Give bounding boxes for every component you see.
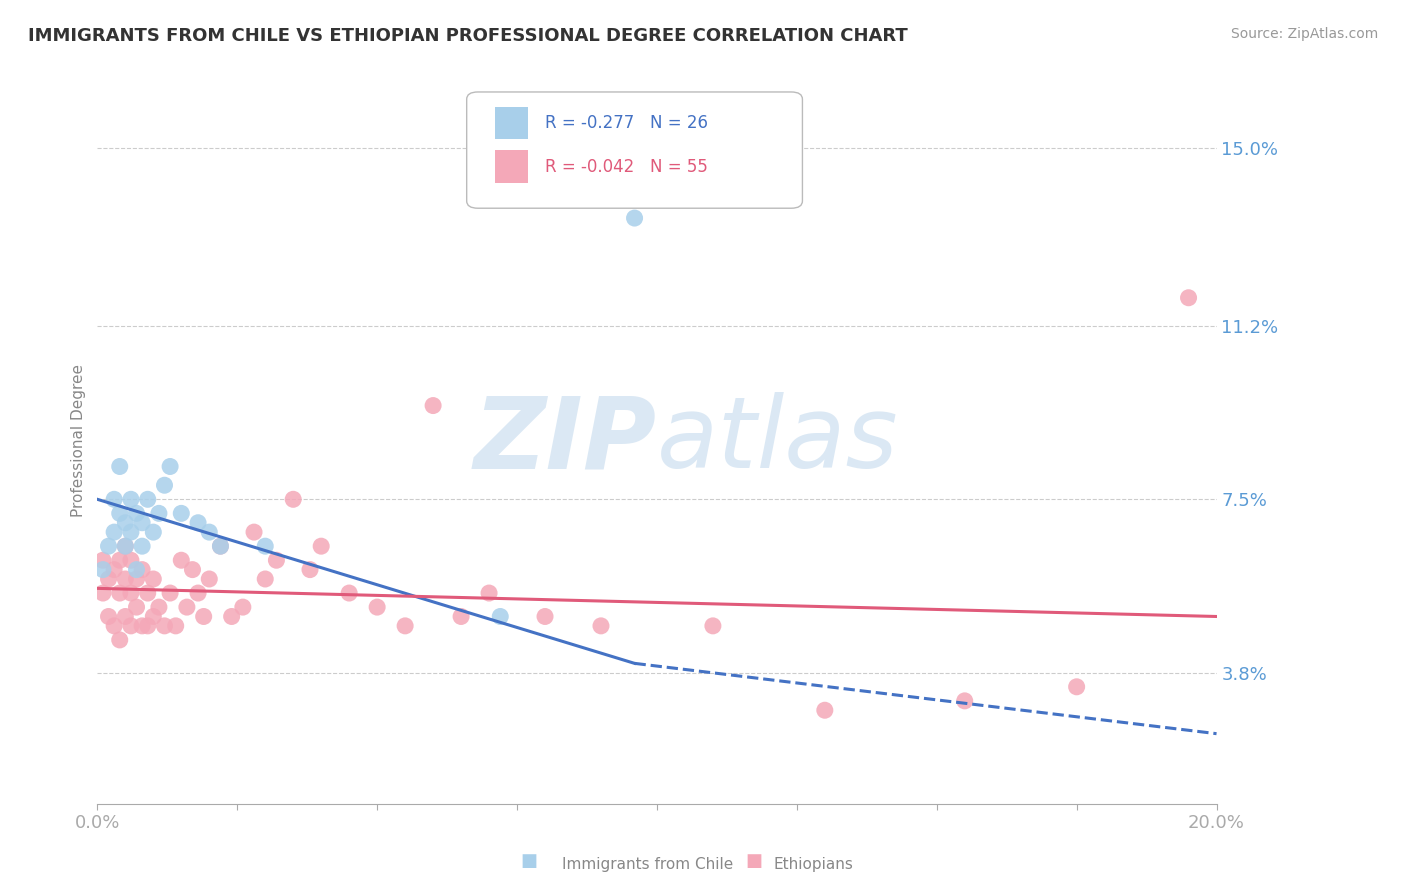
Point bbox=[108, 586, 131, 600]
Point bbox=[125, 572, 148, 586]
Point bbox=[120, 619, 142, 633]
Point bbox=[209, 539, 232, 553]
Text: atlas: atlas bbox=[657, 392, 898, 489]
Point bbox=[450, 609, 472, 624]
Point bbox=[108, 507, 131, 521]
Point bbox=[176, 600, 198, 615]
Point bbox=[478, 586, 501, 600]
Point bbox=[120, 525, 142, 540]
Point bbox=[114, 516, 136, 530]
Point bbox=[114, 572, 136, 586]
Point bbox=[97, 609, 120, 624]
Point bbox=[422, 399, 444, 413]
Point bbox=[283, 492, 305, 507]
Point bbox=[589, 619, 612, 633]
Text: ZIP: ZIP bbox=[474, 392, 657, 489]
Point bbox=[814, 703, 837, 717]
Point bbox=[136, 492, 159, 507]
Point bbox=[103, 492, 125, 507]
Point bbox=[131, 516, 153, 530]
Point bbox=[193, 609, 215, 624]
Point bbox=[103, 525, 125, 540]
Point bbox=[148, 600, 170, 615]
Point bbox=[187, 516, 209, 530]
Text: R = -0.042   N = 55: R = -0.042 N = 55 bbox=[546, 158, 707, 176]
Point bbox=[148, 507, 170, 521]
Point bbox=[153, 619, 176, 633]
Point bbox=[209, 539, 232, 553]
Point bbox=[108, 632, 131, 647]
Point bbox=[702, 619, 724, 633]
Point bbox=[232, 600, 254, 615]
Point bbox=[142, 525, 165, 540]
Point bbox=[309, 539, 332, 553]
Point bbox=[142, 572, 165, 586]
Point bbox=[125, 507, 148, 521]
Point bbox=[170, 553, 193, 567]
Point bbox=[114, 539, 136, 553]
Point bbox=[337, 586, 360, 600]
Text: ■: ■ bbox=[520, 852, 537, 870]
Point bbox=[243, 525, 266, 540]
Point bbox=[125, 563, 148, 577]
Point bbox=[91, 586, 114, 600]
Point bbox=[159, 459, 181, 474]
Point bbox=[131, 619, 153, 633]
Point bbox=[221, 609, 243, 624]
FancyBboxPatch shape bbox=[467, 92, 803, 208]
Y-axis label: Professional Degree: Professional Degree bbox=[72, 364, 86, 517]
Point bbox=[97, 572, 120, 586]
Point bbox=[170, 507, 193, 521]
Point bbox=[120, 553, 142, 567]
Point bbox=[198, 525, 221, 540]
Point bbox=[114, 609, 136, 624]
Point bbox=[953, 694, 976, 708]
Point bbox=[108, 553, 131, 567]
Point bbox=[120, 586, 142, 600]
Point bbox=[131, 539, 153, 553]
Text: IMMIGRANTS FROM CHILE VS ETHIOPIAN PROFESSIONAL DEGREE CORRELATION CHART: IMMIGRANTS FROM CHILE VS ETHIOPIAN PROFE… bbox=[28, 27, 908, 45]
Point bbox=[623, 211, 645, 225]
Point bbox=[298, 563, 321, 577]
Text: Immigrants from Chile: Immigrants from Chile bbox=[562, 857, 734, 872]
Point bbox=[136, 619, 159, 633]
Text: R = -0.277   N = 26: R = -0.277 N = 26 bbox=[546, 114, 709, 132]
Point bbox=[131, 563, 153, 577]
Point bbox=[1177, 291, 1199, 305]
Point bbox=[254, 539, 277, 553]
Point bbox=[125, 600, 148, 615]
Point bbox=[489, 609, 512, 624]
Point bbox=[136, 586, 159, 600]
Point bbox=[97, 539, 120, 553]
Text: Source: ZipAtlas.com: Source: ZipAtlas.com bbox=[1230, 27, 1378, 41]
Point bbox=[534, 609, 557, 624]
Point bbox=[1066, 680, 1088, 694]
Bar bbox=[495, 106, 529, 139]
Text: ■: ■ bbox=[745, 852, 762, 870]
Text: Ethiopians: Ethiopians bbox=[773, 857, 853, 872]
Point bbox=[108, 459, 131, 474]
Point bbox=[198, 572, 221, 586]
Point bbox=[159, 586, 181, 600]
Point bbox=[114, 539, 136, 553]
Point bbox=[187, 586, 209, 600]
Point bbox=[142, 609, 165, 624]
Point bbox=[120, 492, 142, 507]
Point bbox=[394, 619, 416, 633]
Point bbox=[103, 619, 125, 633]
Point bbox=[181, 563, 204, 577]
Point bbox=[153, 478, 176, 492]
Point bbox=[91, 563, 114, 577]
Point bbox=[165, 619, 187, 633]
Point bbox=[91, 553, 114, 567]
Point bbox=[254, 572, 277, 586]
Point bbox=[366, 600, 388, 615]
Bar bbox=[495, 150, 529, 183]
Point bbox=[103, 563, 125, 577]
Point bbox=[266, 553, 288, 567]
